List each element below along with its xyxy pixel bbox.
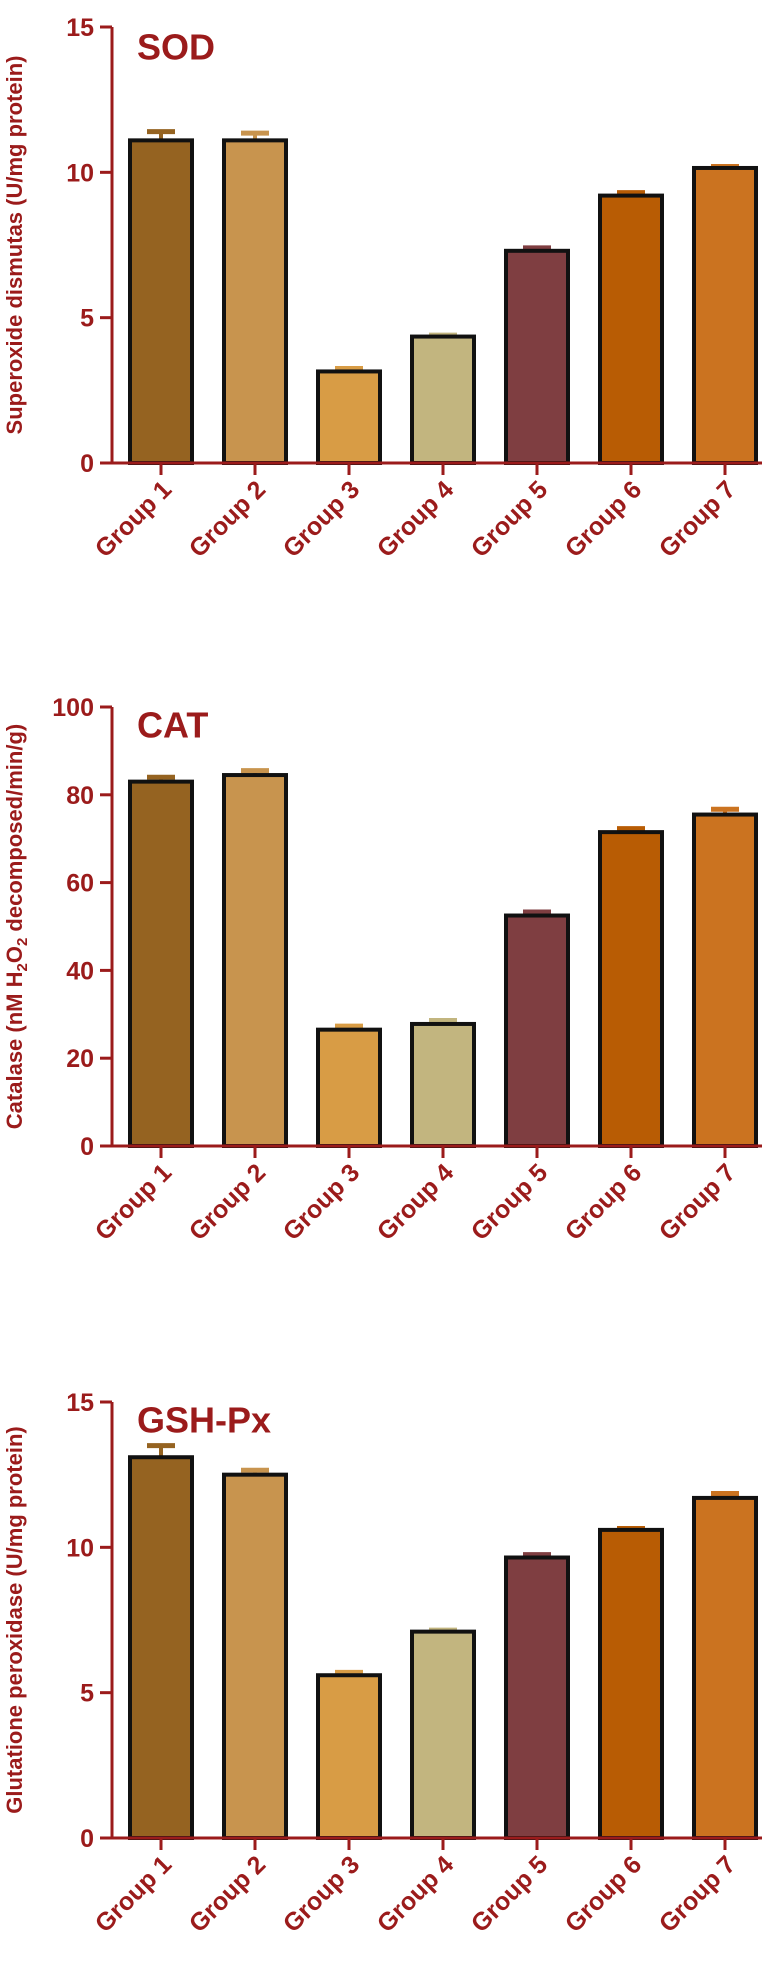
bar-group-2 [222,773,288,1148]
y-axis-label-part: O [2,946,27,963]
x-tick-label: Group 5 [466,1850,554,1938]
y-tick-label: 0 [80,450,94,478]
bar-group-5 [504,913,570,1149]
x-tick-label: Group 3 [278,1850,366,1938]
bar-group-7 [692,1495,758,1841]
x-tick-label: Group 1 [90,1850,178,1938]
y-axis-label: Glutatione peroxidase (U/mg protein) [2,1426,27,1813]
bar-group-3 [316,1673,382,1841]
x-tick-label: Group 6 [560,1850,648,1938]
bar-group-4 [410,1629,476,1841]
bar-group-4 [410,1021,476,1149]
y-tick-label: 5 [80,1680,94,1708]
bar-group-1 [128,1455,194,1841]
x-tick-label: Group 7 [654,1158,742,1246]
y-tick-label: 0 [80,1133,94,1161]
bar-group-2 [222,138,288,466]
x-tick-label: Group 4 [372,1850,460,1938]
chart-title: GSH-Px [137,1399,271,1440]
x-tick-label: Group 2 [184,475,272,563]
bar-group-7 [692,165,758,465]
x-tick-label: Group 6 [560,1158,648,1246]
y-axis-label: Catalase (nM H2O2 decomposed/min/g) [2,724,31,1129]
y-tick-label: 15 [66,1389,94,1417]
x-tick-label: Group 4 [372,1158,460,1246]
y-tick-label: 60 [66,870,94,898]
y-tick-label: 10 [66,1534,94,1562]
y-axis-label-part: decomposed/min/g) [2,724,27,938]
y-tick-label: 100 [52,694,94,722]
chart-panel-1: Superoxide dismutas (U/mg protein) 0 5 10 15… [2,14,762,563]
y-tick-label: 0 [80,1825,94,1853]
bar-group-3 [316,1027,382,1149]
x-tick-label: Group 2 [184,1158,272,1246]
chart-title: CAT [137,704,208,745]
y-axis-label-subscript: 2 [14,963,31,971]
bar-group-5 [504,1555,570,1841]
x-tick-label: Group 3 [278,1158,366,1246]
y-tick-label: 40 [66,957,94,985]
x-tick-label: Group 5 [466,1158,554,1246]
bar-group-6 [598,830,664,1148]
y-tick-label: 20 [66,1045,94,1073]
y-tick-label: 80 [66,782,94,810]
x-tick-label: Group 7 [654,475,742,563]
y-axis-label: Superoxide dismutas (U/mg protein) [2,56,27,435]
bar-group-5 [504,248,570,465]
bar-group-3 [316,369,382,465]
x-tick-label: Group 7 [654,1850,742,1938]
y-tick-label: 5 [80,305,94,333]
y-axis-label-part: Catalase (nM H [2,972,27,1130]
x-tick-label: Group 3 [278,475,366,563]
chart-panel-3: Glutatione peroxidase (U/mg protein) 0 5 10… [2,1389,762,1938]
bar-group-1 [128,779,194,1148]
y-tick-label: 10 [66,159,94,187]
bar-group-6 [598,193,664,465]
x-tick-label: Group 5 [466,475,554,563]
y-tick-label: 15 [66,14,94,42]
x-tick-label: Group 1 [90,1158,178,1246]
chart-panel-2: Catalase (nM H2O2 decomposed/min/g)02040… [2,694,762,1246]
bar-group-4 [410,334,476,465]
x-tick-label: Group 4 [372,475,460,563]
x-tick-label: Group 2 [184,1850,272,1938]
y-axis-label-subscript: 2 [14,938,31,946]
x-tick-label: Group 6 [560,475,648,563]
chart-title: SOD [137,26,215,67]
bar-group-7 [692,812,758,1148]
bar-group-6 [598,1527,664,1840]
bar-group-2 [222,1472,288,1840]
bar-group-1 [128,138,194,466]
x-tick-label: Group 1 [90,475,178,563]
